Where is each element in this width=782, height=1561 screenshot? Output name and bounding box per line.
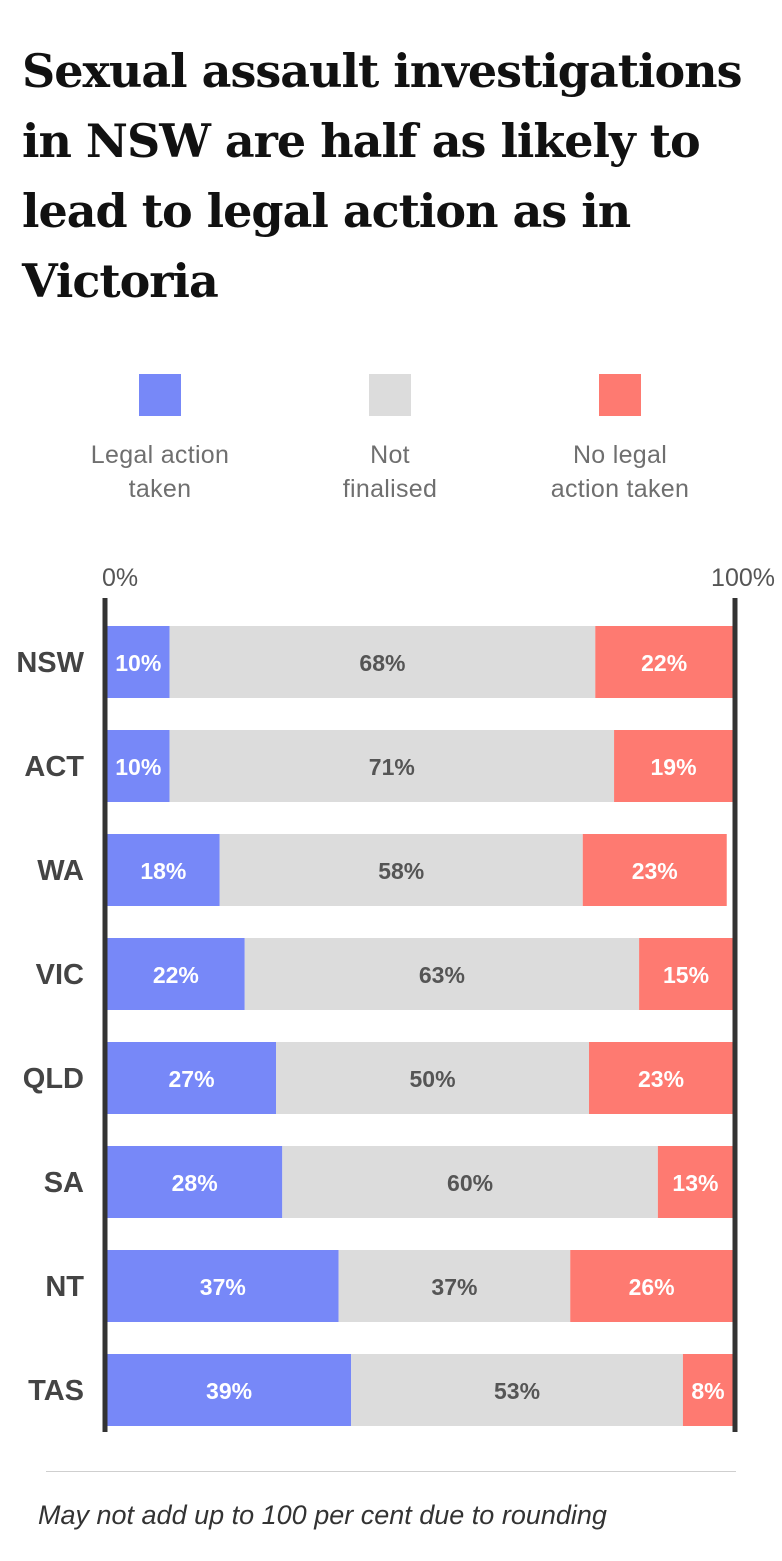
category-label-qld: QLD [23, 1063, 84, 1095]
data-label-nsw-1: 10% [115, 650, 161, 676]
bar-segment-vic-2 [244, 938, 640, 1010]
legend-label-legal-action: Legal action taken [90, 441, 230, 503]
data-label-sa-3: 13% [672, 1170, 718, 1196]
bar-segment-sa-1 [107, 1146, 283, 1218]
data-label-tas-3: 8% [691, 1378, 724, 1404]
legend-label-no-legal-action: No legal action taken [550, 441, 690, 503]
data-label-qld-1: 27% [168, 1066, 214, 1092]
data-label-wa-2: 58% [378, 858, 424, 884]
data-label-wa-1: 18% [140, 858, 186, 884]
data-label-sa-1: 28% [172, 1170, 218, 1196]
bar-segment-sa-2 [282, 1146, 658, 1218]
axis-label-min: 0% [102, 564, 138, 592]
legend-item-legal-action: Legal action taken [60, 374, 260, 506]
bar-segment-qld-3 [589, 1042, 733, 1114]
bar-segment-vic-1 [107, 938, 245, 1010]
data-label-vic-2: 63% [419, 962, 465, 988]
legend-item-no-legal-action: No legal action taken [520, 374, 720, 506]
data-label-nsw-2: 68% [359, 650, 405, 676]
bar-segment-act-3 [614, 730, 733, 802]
bar-segment-nt-2 [338, 1250, 571, 1322]
bar-segment-tas-1 [107, 1354, 352, 1426]
bar-segment-vic-3 [639, 938, 733, 1010]
category-label-wa: WA [37, 855, 84, 887]
data-label-qld-2: 50% [409, 1066, 455, 1092]
category-label-vic: VIC [36, 959, 84, 991]
legend-swatch-no-legal-action [599, 374, 641, 416]
bar-segment-qld-1 [107, 1042, 277, 1114]
data-label-act-1: 10% [115, 754, 161, 780]
data-label-sa-2: 60% [447, 1170, 493, 1196]
bar-segment-act-2 [169, 730, 615, 802]
bar-segment-nt-1 [107, 1250, 339, 1322]
data-label-wa-3: 23% [632, 858, 678, 884]
bar-segment-wa-2 [219, 834, 583, 906]
data-label-tas-1: 39% [206, 1378, 252, 1404]
data-label-nsw-3: 22% [641, 650, 687, 676]
data-label-nt-1: 37% [200, 1274, 246, 1300]
data-label-act-2: 71% [369, 754, 415, 780]
bar-segment-nt-3 [570, 1250, 733, 1322]
category-label-nt: NT [45, 1271, 84, 1303]
footnote: May not add up to 100 per cent due to ro… [38, 1500, 607, 1530]
bar-segment-act-1 [107, 730, 170, 802]
category-label-nsw: NSW [16, 647, 84, 679]
legend-label-not-finalised: Not finalised [342, 441, 438, 503]
data-label-act-3: 19% [651, 754, 697, 780]
category-label-sa: SA [44, 1167, 84, 1199]
data-label-vic-3: 15% [663, 962, 709, 988]
category-label-act: ACT [24, 751, 84, 783]
bar-segment-sa-3 [657, 1146, 733, 1218]
legend-swatch-not-finalised [369, 374, 411, 416]
category-label-tas: TAS [28, 1375, 84, 1407]
data-label-qld-3: 23% [638, 1066, 684, 1092]
data-label-nt-3: 26% [629, 1274, 675, 1300]
bar-segment-nsw-2 [169, 626, 596, 698]
axis-label-max: 100% [711, 564, 775, 592]
stacked-bar-chart: 0% 100% NSW 10% 68% 22% ACT 10% 71% 19% WA 18% 58% 23… [16, 564, 775, 1432]
bar-segment-nsw-1 [107, 626, 170, 698]
legend-swatch-legal-action [139, 374, 181, 416]
data-label-tas-2: 53% [494, 1378, 540, 1404]
bar-segment-tas-2 [351, 1354, 683, 1426]
bar-segment-wa-3 [582, 834, 727, 906]
bar-segment-wa-1 [107, 834, 220, 906]
legend-item-not-finalised: Not finalised [290, 374, 490, 506]
footer-divider [46, 1471, 736, 1472]
bar-segment-qld-2 [276, 1042, 590, 1114]
bar-segment-nsw-3 [595, 626, 733, 698]
data-label-vic-1: 22% [153, 962, 199, 988]
data-label-nt-2: 37% [431, 1274, 477, 1300]
bar-segment-tas-3 [682, 1354, 733, 1426]
chart-title: Sexual assault investigations in NSW are… [22, 44, 743, 308]
